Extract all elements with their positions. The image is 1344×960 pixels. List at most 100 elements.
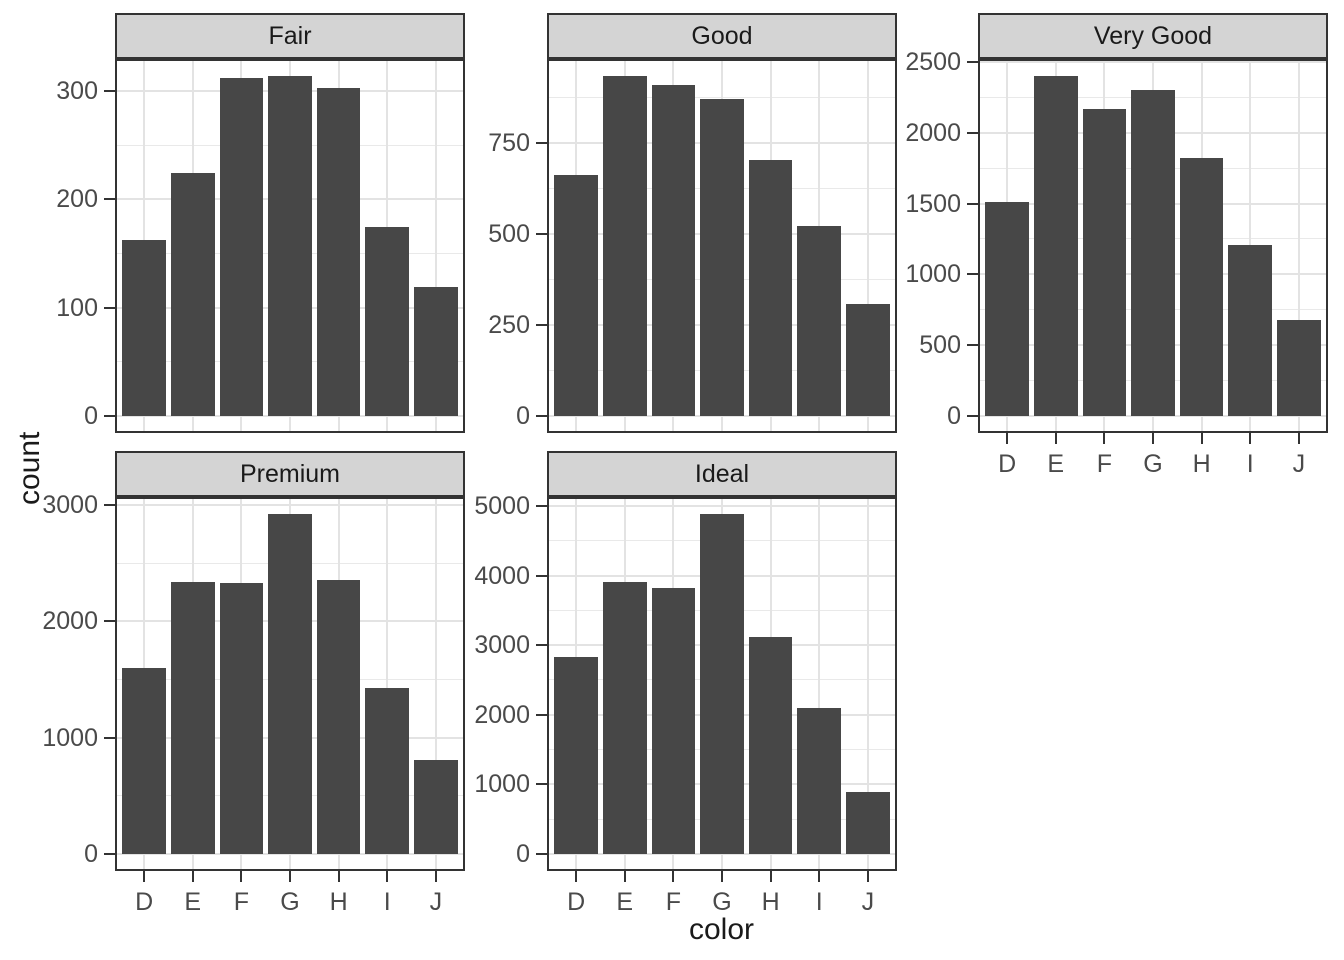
bar-E	[602, 76, 647, 416]
bar-I	[797, 225, 842, 416]
facet-panel	[115, 497, 465, 871]
y-tick-label: 5000	[474, 491, 530, 520]
y-tick-mark	[536, 644, 547, 647]
bar-J	[845, 304, 890, 416]
gridline-major-vertical	[434, 59, 437, 433]
y-tick-mark	[967, 60, 978, 63]
gridline-major-vertical	[386, 497, 389, 871]
y-tick-mark	[104, 90, 115, 93]
gridline-major-vertical	[818, 497, 821, 871]
x-tick-mark	[1054, 433, 1057, 444]
facet-strip-label: Ideal	[694, 459, 750, 488]
y-tick-label: 0	[947, 402, 961, 430]
x-tick-mark	[623, 871, 626, 882]
x-tick-label: G	[280, 888, 300, 916]
x-tick-label: I	[815, 888, 823, 916]
x-tick-label: J	[861, 888, 875, 916]
y-tick-mark	[104, 736, 115, 739]
facet-strip-label: Fair	[268, 21, 312, 50]
y-tick-label: 750	[488, 128, 530, 157]
y-tick-mark	[104, 198, 115, 201]
bar-E	[1033, 76, 1078, 416]
y-tick-label: 3000	[42, 491, 98, 520]
y-tick-mark	[104, 504, 115, 507]
x-tick-label: E	[1047, 450, 1065, 478]
bar-D	[122, 667, 167, 854]
facet-strip: Fair	[115, 13, 465, 59]
x-tick-mark	[769, 871, 772, 882]
bar-H	[1179, 157, 1224, 416]
y-tick-mark	[104, 853, 115, 855]
y-tick-mark	[104, 620, 115, 623]
y-tick-label: 2500	[905, 47, 961, 76]
x-tick-label: E	[616, 888, 634, 916]
y-tick-label: 300	[56, 77, 98, 106]
bar-D	[554, 656, 599, 854]
x-tick-label: G	[712, 888, 732, 916]
x-tick-label: G	[1143, 450, 1163, 478]
y-tick-mark	[536, 323, 547, 326]
y-tick-label: 500	[488, 219, 530, 248]
y-tick-label: 0	[516, 840, 530, 868]
bar-H	[316, 87, 361, 416]
bar-J	[413, 760, 458, 854]
x-tick-mark	[818, 871, 821, 882]
y-tick-mark	[536, 713, 547, 716]
gridline-major-vertical	[1297, 59, 1300, 433]
y-tick-label: 200	[56, 185, 98, 214]
bar-E	[170, 582, 215, 854]
y-tick-label: 250	[488, 310, 530, 339]
x-tick-mark	[240, 871, 243, 882]
x-tick-mark	[1297, 433, 1300, 444]
bar-D	[985, 201, 1030, 416]
y-tick-label: 3000	[474, 631, 530, 660]
x-tick-label: D	[998, 450, 1017, 478]
bar-F	[651, 84, 696, 416]
facet-panel	[547, 497, 897, 871]
x-tick-mark	[143, 871, 146, 882]
bar-F	[219, 78, 264, 416]
facet-strip: Very Good	[978, 13, 1328, 59]
x-tick-label: F	[233, 888, 250, 916]
bar-D	[122, 239, 167, 416]
bar-D	[554, 174, 599, 416]
x-tick-mark	[434, 871, 437, 882]
x-tick-mark	[672, 871, 675, 882]
bar-E	[170, 173, 215, 416]
y-tick-mark	[536, 783, 547, 786]
y-tick-mark	[104, 306, 115, 309]
y-tick-label: 500	[919, 331, 961, 360]
y-tick-mark	[536, 415, 547, 417]
y-tick-mark	[967, 202, 978, 205]
bar-F	[1082, 109, 1127, 416]
y-tick-label: 2000	[474, 700, 530, 729]
facet-panel	[547, 59, 897, 433]
x-tick-label: J	[1292, 450, 1306, 478]
y-tick-label: 4000	[474, 561, 530, 590]
x-tick-label: D	[135, 888, 154, 916]
bar-J	[413, 287, 458, 416]
x-tick-mark	[1152, 433, 1154, 444]
x-tick-label: J	[429, 888, 443, 916]
x-tick-label: D	[567, 888, 586, 916]
bar-I	[365, 687, 410, 854]
bar-G	[1131, 90, 1175, 416]
x-tick-label: H	[1192, 450, 1211, 478]
x-tick-mark	[386, 871, 389, 882]
x-tick-mark	[191, 871, 194, 882]
x-tick-mark	[1249, 433, 1252, 444]
x-tick-label: H	[329, 888, 348, 916]
bar-G	[700, 514, 744, 854]
facet-strip: Premium	[115, 451, 465, 497]
y-tick-mark	[104, 415, 115, 417]
bar-F	[651, 587, 696, 854]
bar-J	[845, 791, 890, 854]
x-tick-label: I	[383, 888, 391, 916]
bar-I	[365, 226, 410, 416]
x-tick-label: F	[665, 888, 682, 916]
y-tick-label: 0	[516, 402, 530, 430]
bar-J	[1276, 319, 1321, 416]
facet-strip-label: Good	[691, 21, 753, 50]
y-tick-mark	[967, 344, 978, 347]
gridline-major-vertical	[866, 59, 869, 433]
